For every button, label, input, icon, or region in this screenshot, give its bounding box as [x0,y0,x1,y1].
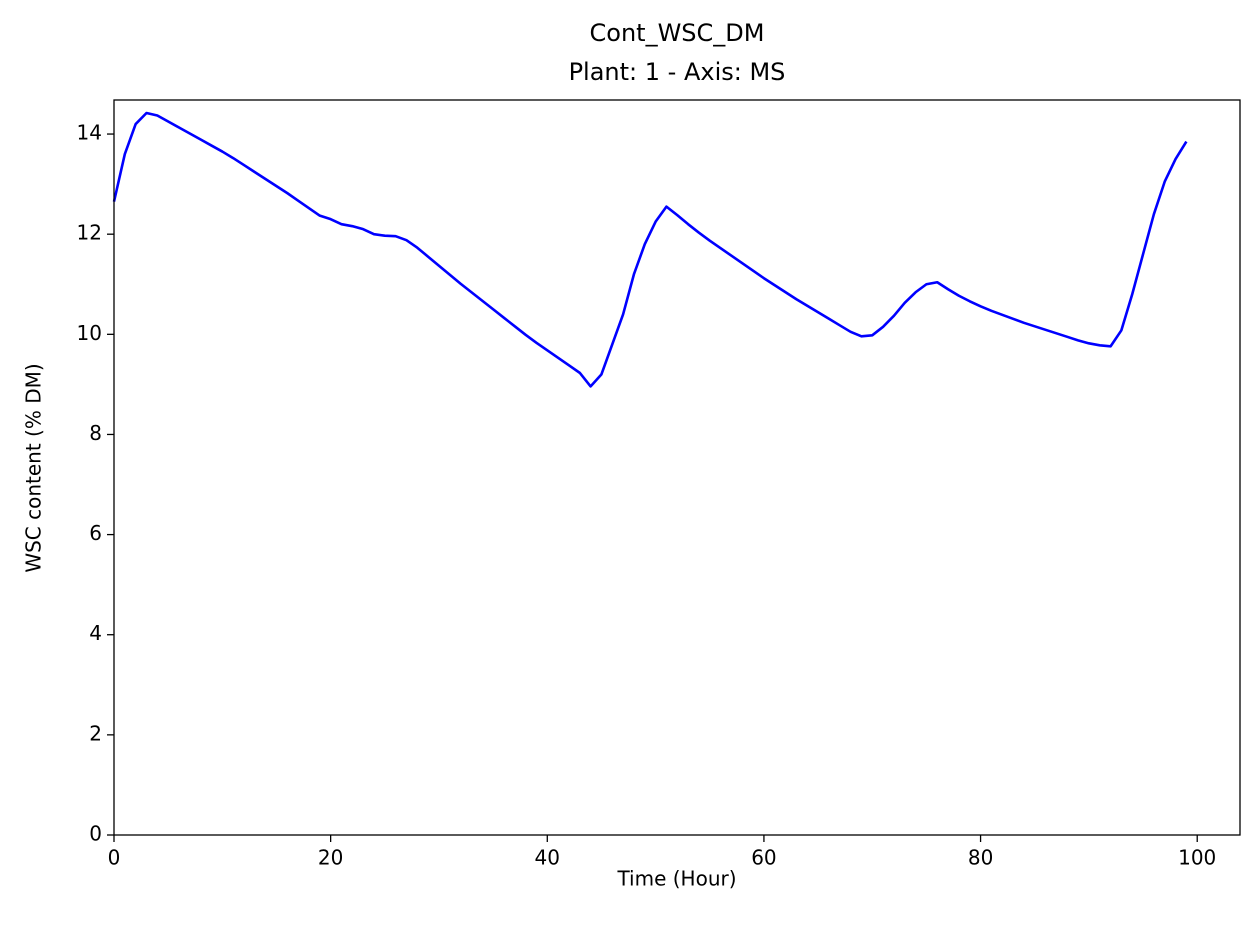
x-tick-label: 80 [968,846,993,870]
x-tick-label: 20 [318,846,343,870]
plot-frame [113,99,1241,836]
y-tick-label: 12 [77,221,102,245]
y-tick-label: 2 [89,721,102,745]
y-tick-label: 10 [77,321,102,345]
y-axis-label: WSC content (% DM) [22,363,46,572]
y-tick-label: 14 [77,121,102,145]
chart-title: Cont_WSC_DM [590,19,765,47]
chart-subtitle: Plant: 1 - Axis: MS [569,58,786,86]
x-tick-label: 100 [1178,846,1216,870]
y-tick-label: 0 [89,822,102,846]
y-tick-label: 6 [89,521,102,545]
x-axis-label: Time (Hour) [616,867,736,891]
x-tick-label: 0 [108,846,121,870]
y-tick-label: 4 [89,621,102,645]
data-line [112,111,1188,388]
x-tick-label: 40 [535,846,560,870]
x-tick-label: 60 [751,846,776,870]
y-tick-label: 8 [89,421,102,445]
